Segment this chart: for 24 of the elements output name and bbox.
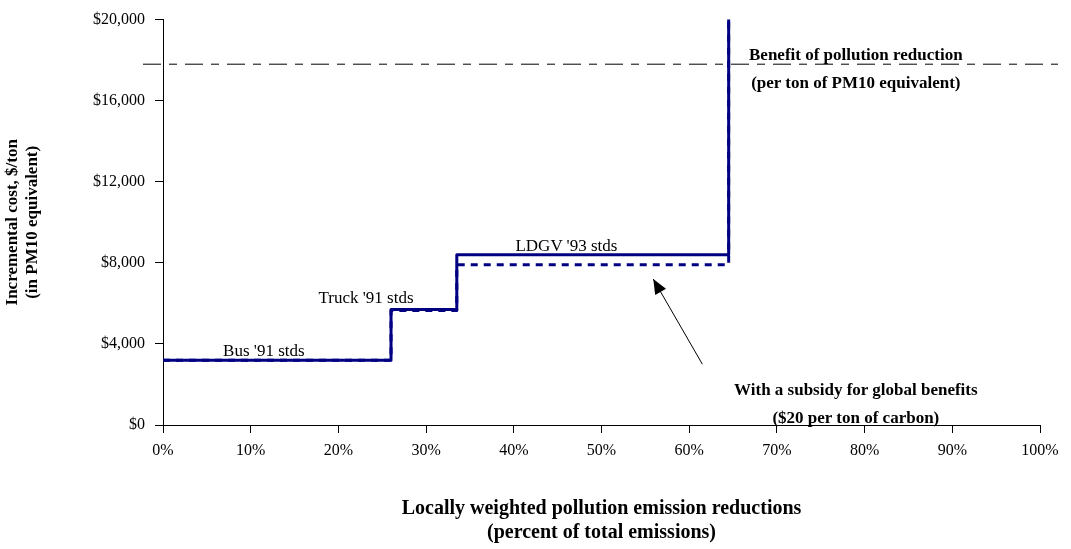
annotation: LDGV '93 stds bbox=[515, 235, 618, 255]
y-tick-label: $0 bbox=[129, 415, 145, 433]
y-tick-label: $16,000 bbox=[93, 90, 145, 108]
x-tick-label: 40% bbox=[499, 440, 529, 458]
x-tick-label: 20% bbox=[323, 440, 354, 458]
x-tick-label: 50% bbox=[586, 440, 617, 458]
x-tick-label: 30% bbox=[411, 440, 441, 458]
y-tick-label: $12,000 bbox=[93, 171, 145, 189]
y-tick-label: $8,000 bbox=[101, 253, 145, 271]
y-axis-title: Incremental cost, $/ton (in PM10 equivalent) bbox=[1, 138, 41, 306]
annotation: With a subsidy for global benefits ($20 per ton of carbon) bbox=[734, 379, 978, 427]
y-tick-label: $20,000 bbox=[93, 9, 145, 27]
x-tick-label: 60% bbox=[674, 440, 704, 458]
annotation: Truck '91 stds bbox=[318, 288, 414, 308]
x-tick-label: 70% bbox=[762, 440, 792, 458]
x-tick-label: 100% bbox=[1021, 440, 1059, 458]
ref-line-label: Benefit of pollution reduction (per ton of PM10 equivalent) bbox=[749, 45, 964, 93]
x-axis-title: Locally weighted pollution emission reductions (percent of total emissions) bbox=[401, 496, 802, 544]
x-tick-label: 80% bbox=[849, 440, 880, 458]
x-tick-label: 90% bbox=[937, 440, 967, 458]
y-tick-label: $4,000 bbox=[101, 334, 145, 352]
annotation: Bus '91 stds bbox=[223, 341, 305, 361]
x-tick-label: 10% bbox=[236, 440, 266, 458]
x-tick-label: 0% bbox=[152, 440, 174, 458]
